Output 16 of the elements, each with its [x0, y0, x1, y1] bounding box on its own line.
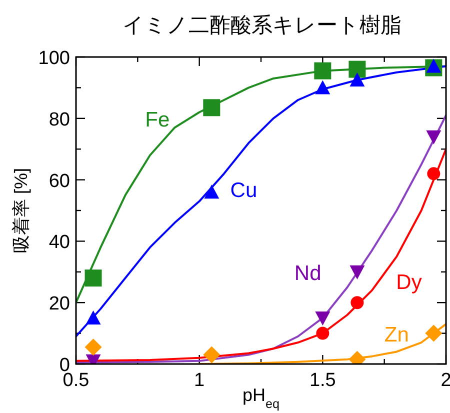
y-tick-label: 60	[48, 170, 70, 192]
series-label: Nd	[294, 262, 322, 285]
series-label: Zn	[384, 323, 409, 346]
chart-title: イミノ二酢酸系キレート樹脂	[122, 14, 402, 37]
y-tick-label: 100	[38, 48, 70, 69]
x-axis-title: pH$_{eq}$	[242, 385, 280, 411]
y-tick-label: 40	[48, 232, 70, 254]
series-label: Cu	[230, 179, 258, 202]
x-tick-label: 2	[440, 370, 450, 391]
series-label: Dy	[396, 271, 422, 294]
y-axis-title: 吸着率 [%]	[11, 168, 31, 254]
y-tick-label: 80	[48, 109, 70, 130]
series-label: Fe	[145, 108, 170, 132]
x-tick-label: 1.5	[309, 370, 336, 391]
x-tick-label: 1	[194, 370, 205, 391]
y-tick-label: 20	[48, 294, 70, 315]
